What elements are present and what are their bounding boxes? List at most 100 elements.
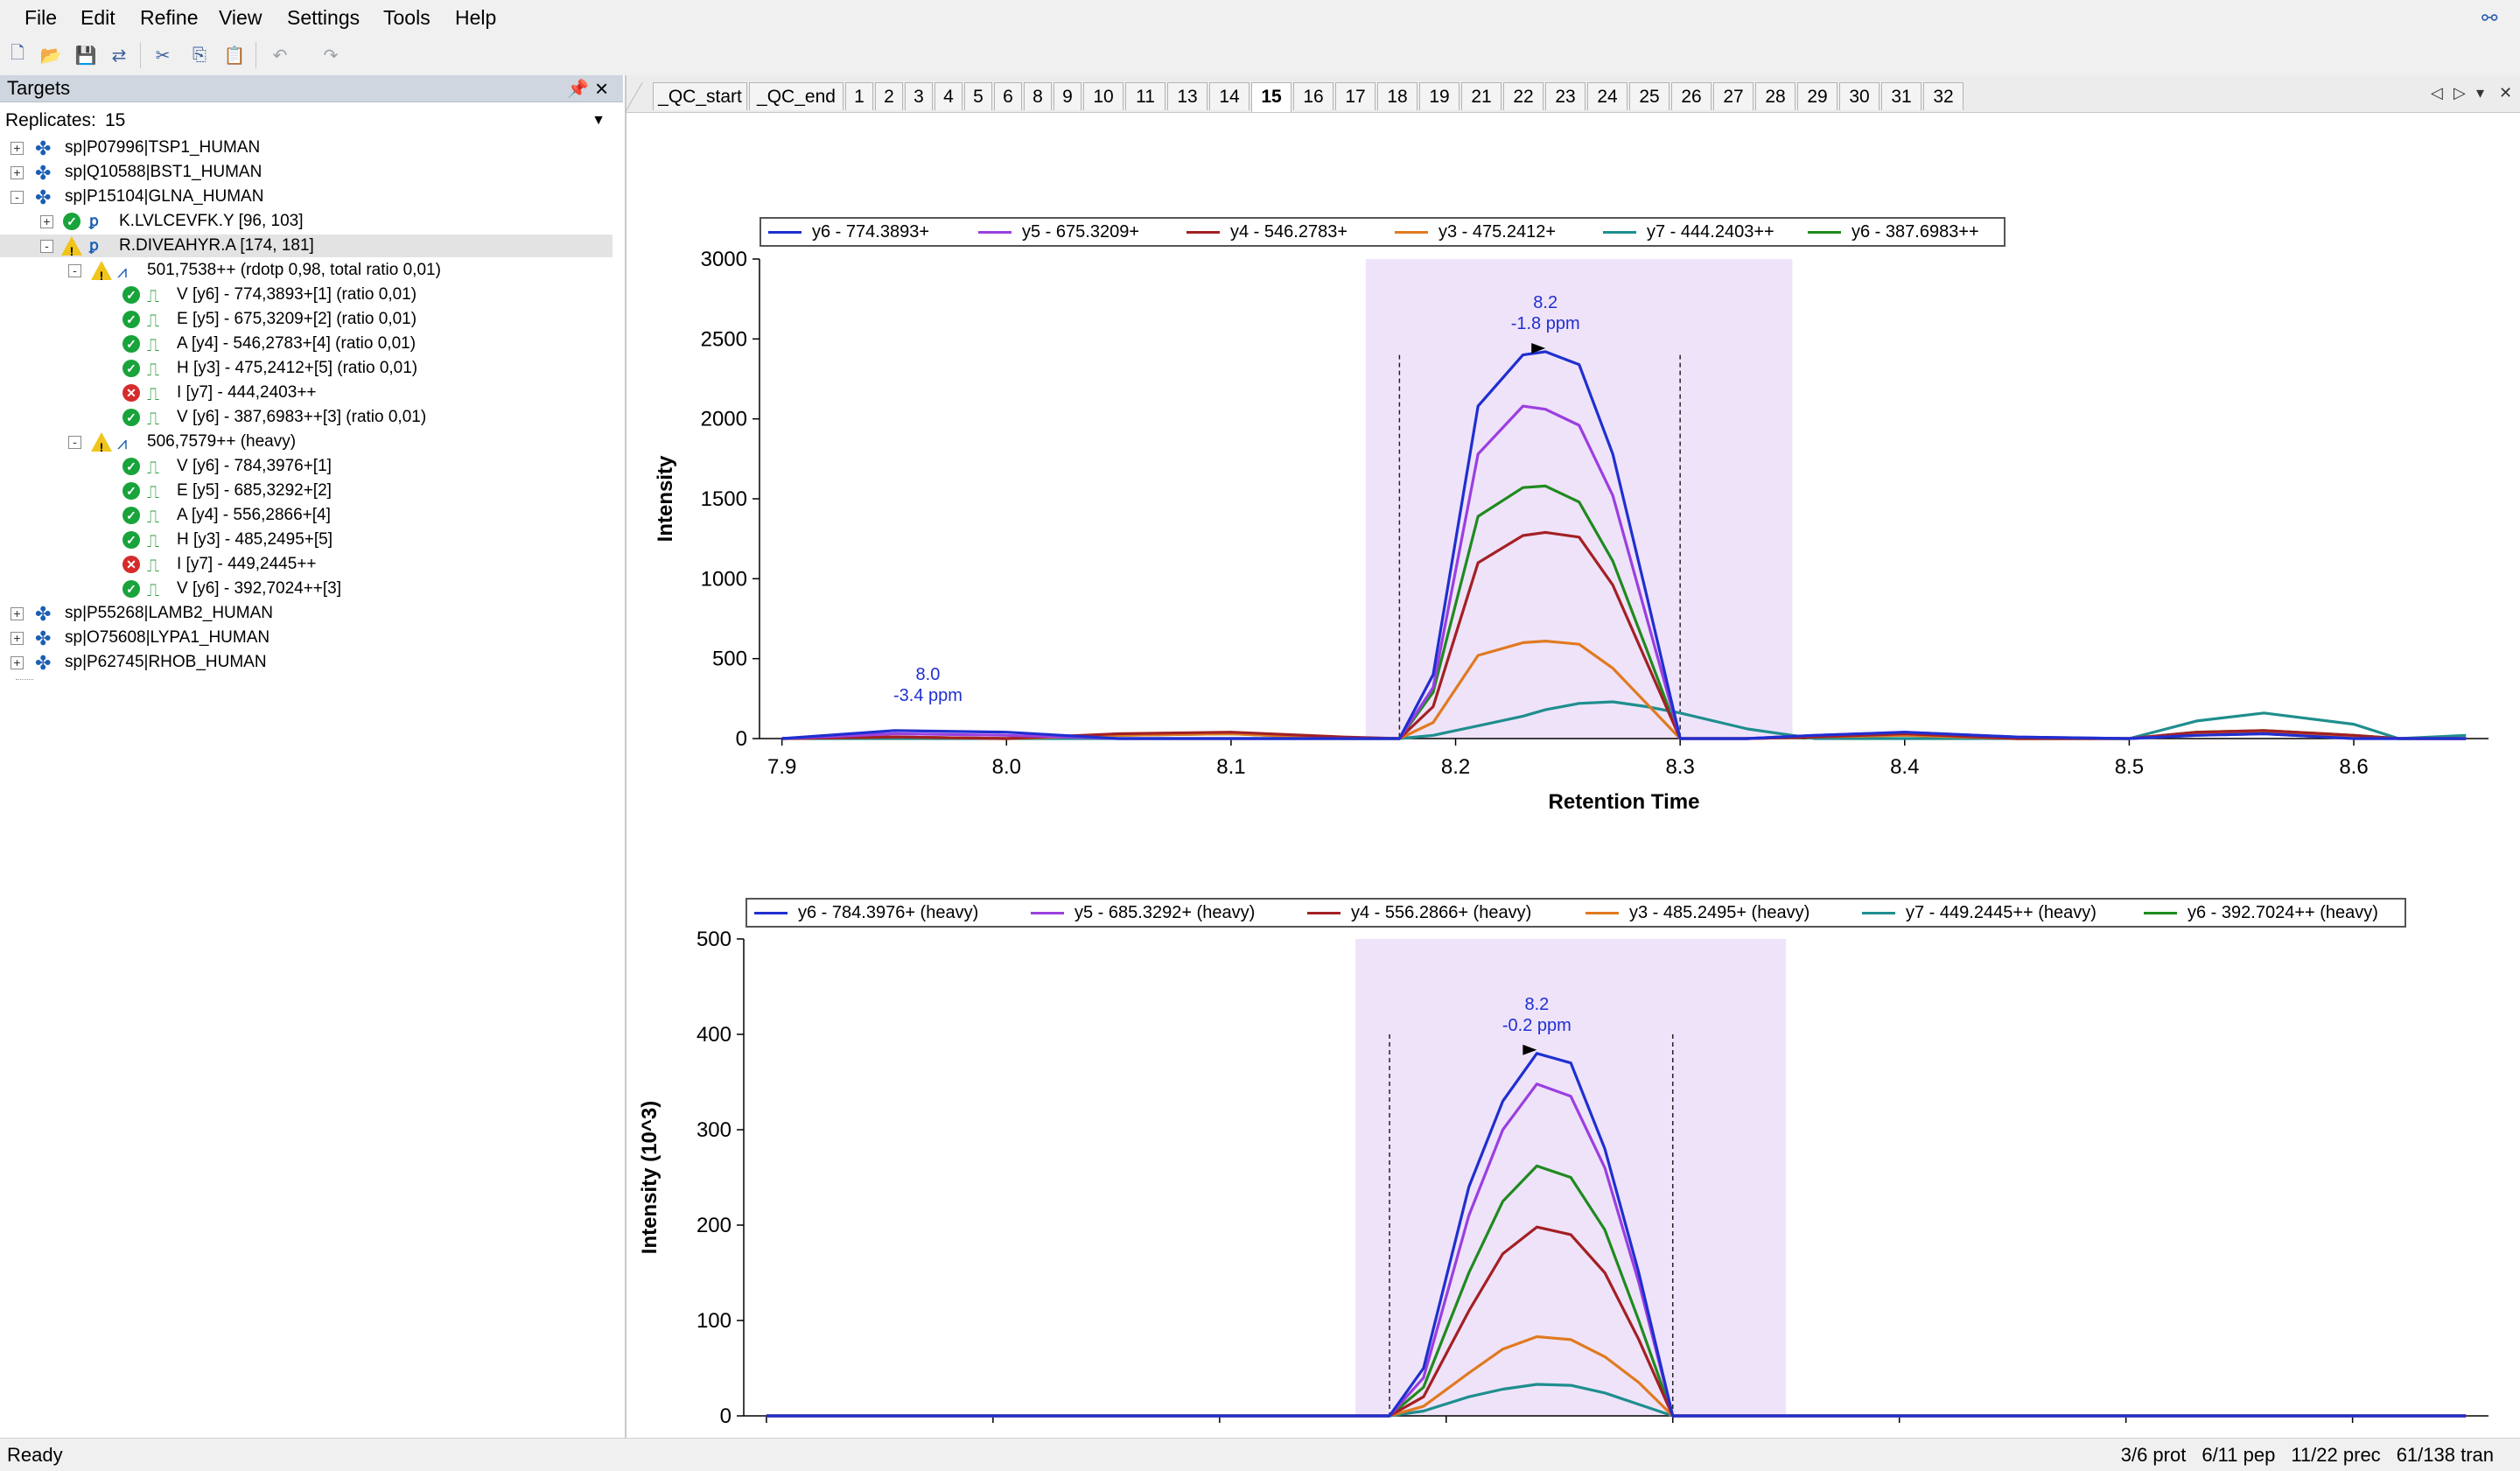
tab-14[interactable]: 14 <box>1209 82 1250 110</box>
cut-icon[interactable]: ✂ <box>155 46 171 66</box>
expand-toggle[interactable]: + <box>40 215 53 228</box>
legend-item[interactable]: y6 - 774.3893+ <box>768 219 929 245</box>
expand-toggle[interactable]: - <box>68 436 81 449</box>
legend-item[interactable]: y7 - 444.2403++ <box>1603 219 1774 245</box>
legend-item[interactable]: y7 - 449.2445++ (heavy) <box>1862 900 2096 926</box>
share-icon[interactable]: ⇄ <box>111 46 127 66</box>
replicates-dropdown[interactable]: 15 ▼ <box>98 108 614 134</box>
tab-23[interactable]: 23 <box>1545 82 1586 110</box>
tab-2[interactable]: 2 <box>875 82 903 110</box>
legend-item[interactable]: y3 - 475.2412+ <box>1395 219 1556 245</box>
copy-icon[interactable]: ⎘ <box>192 45 206 65</box>
tab-17[interactable]: 17 <box>1335 82 1376 110</box>
tab-3[interactable]: 3 <box>905 82 933 110</box>
legend-item[interactable]: y4 - 556.2866+ (heavy) <box>1307 900 1531 926</box>
tab-31[interactable]: 31 <box>1881 82 1922 110</box>
legend-label: y3 - 475.2412+ <box>1438 222 1556 242</box>
tab-4[interactable]: 4 <box>934 82 962 110</box>
tab-25[interactable]: 25 <box>1629 82 1670 110</box>
quick-access-icon[interactable]: ⚯ <box>2482 7 2498 29</box>
tree-row-protein[interactable]: + ✤ sp|P55268|LAMB2_HUMAN <box>0 602 612 625</box>
tree-row-transition[interactable]: ✕ ⎍ I [y7] - 449,2445++ <box>0 553 612 576</box>
tab-list-icon[interactable]: ▾ <box>2476 84 2485 102</box>
tab-30[interactable]: 30 <box>1839 82 1880 110</box>
tree-row-peptide[interactable]: -! ꝑ R.DIVEAHYR.A [174, 181] <box>0 235 612 258</box>
menu-edit[interactable]: Edit <box>80 6 116 29</box>
expand-toggle[interactable]: + <box>10 656 24 669</box>
expand-toggle[interactable]: - <box>68 264 81 277</box>
close-icon[interactable]: × <box>595 75 609 102</box>
expand-toggle[interactable]: - <box>40 240 53 253</box>
tab-scroll-left-icon[interactable]: ◁ <box>2431 84 2443 102</box>
tab-11[interactable]: 11 <box>1125 82 1166 110</box>
menu-refine[interactable]: Refine <box>140 6 199 29</box>
legend-item[interactable]: y5 - 675.3209+ <box>978 219 1139 245</box>
tab-scroll-right-icon[interactable]: ▷ <box>2454 84 2466 102</box>
tab-10[interactable]: 10 <box>1083 82 1124 110</box>
tab-28[interactable]: 28 <box>1755 82 1796 110</box>
tree-row-precursor[interactable]: -! ⩘ 506,7579++ (heavy) <box>0 431 612 454</box>
tab-13[interactable]: 13 <box>1167 82 1208 110</box>
open-folder-icon[interactable]: 📂 <box>39 46 62 66</box>
menu-view[interactable]: View <box>219 6 262 29</box>
menu-help[interactable]: Help <box>455 6 497 29</box>
tree-row-protein[interactable]: + ✤ sp|P62745|RHOB_HUMAN <box>0 651 612 674</box>
tree-row-transition[interactable]: ✓ ⎍ H [y3] - 475,2412+[5] (ratio 0,01) <box>0 357 612 380</box>
tree-row-transition[interactable]: ✓ ⎍ V [y6] - 387,6983++[3] (ratio 0,01) <box>0 406 612 429</box>
tab-21[interactable]: 21 <box>1461 82 1502 110</box>
tree-row-transition[interactable]: ✓ ⎍ E [y5] - 685,3292+[2] <box>0 480 612 502</box>
paste-icon[interactable]: 📋 <box>223 46 246 66</box>
tab-close-icon[interactable]: ✕ <box>2499 84 2513 102</box>
tab-19[interactable]: 19 <box>1419 82 1460 110</box>
tab-qcend[interactable]: _QC_end <box>749 82 844 110</box>
legend-item[interactable]: y3 - 485.2495+ (heavy) <box>1586 900 1810 926</box>
tree-row-peptide[interactable]: + ✓ ꝑ K.LVLCEVFK.Y [96, 103] <box>0 210 612 233</box>
tab-15[interactable]: 15 <box>1251 82 1292 112</box>
tree-row-transition[interactable]: ✓ ⎍ H [y3] - 485,2495+[5] <box>0 529 612 551</box>
legend-item[interactable]: y6 - 387.6983++ <box>1808 219 1979 245</box>
menu-file[interactable]: File <box>24 6 58 29</box>
tree-row-protein[interactable]: - ✤ sp|P15104|GLNA_HUMAN <box>0 186 612 208</box>
tree-row-protein[interactable]: + ✤ sp|O75608|LYPA1_HUMAN <box>0 627 612 649</box>
tab-18[interactable]: 18 <box>1377 82 1418 110</box>
tree-row-precursor[interactable]: -! ⩘ 501,7538++ (rdotp 0,98, total ratio 0… <box>0 259 612 283</box>
tab-32[interactable]: 32 <box>1923 82 1964 110</box>
tab-5[interactable]: 5 <box>964 82 992 110</box>
save-icon[interactable]: 💾 <box>74 46 97 66</box>
legend-item[interactable]: y5 - 685.3292+ (heavy) <box>1031 900 1255 926</box>
tab-26[interactable]: 26 <box>1671 82 1712 110</box>
redo-icon[interactable]: ↷ <box>323 46 339 66</box>
expand-toggle[interactable]: + <box>10 632 24 645</box>
tab-6[interactable]: 6 <box>994 82 1022 110</box>
menu-settings[interactable]: Settings <box>287 6 360 29</box>
tab-24[interactable]: 24 <box>1587 82 1628 110</box>
new-document-icon[interactable]: 🗋 <box>10 44 25 63</box>
menu-tools[interactable]: Tools <box>383 6 430 29</box>
pin-icon[interactable]: 📌 <box>567 80 589 99</box>
tab-8[interactable]: 8 <box>1024 82 1052 110</box>
expand-toggle[interactable]: + <box>10 142 24 155</box>
expand-toggle[interactable]: - <box>10 191 24 204</box>
tab-29[interactable]: 29 <box>1797 82 1838 110</box>
tab-22[interactable]: 22 <box>1503 82 1544 110</box>
tree-row-transition[interactable]: ✓ ⎍ V [y6] - 392,7024++[3] <box>0 578 612 600</box>
tab-27[interactable]: 27 <box>1713 82 1754 110</box>
tree-row-transition[interactable]: ✓ ⎍ A [y4] - 556,2866+[4] <box>0 504 612 527</box>
tab-9[interactable]: 9 <box>1054 82 1082 110</box>
expand-toggle[interactable]: + <box>10 607 24 620</box>
tree-row-transition[interactable]: ✓ ⎍ E [y5] - 675,3209+[2] (ratio 0,01) <box>0 308 612 331</box>
tree-row-transition[interactable]: ✓ ⎍ V [y6] - 784,3976+[1] <box>0 455 612 478</box>
undo-icon[interactable]: ↶ <box>272 46 288 66</box>
tree-row-transition[interactable]: ✓ ⎍ A [y4] - 546,2783+[4] (ratio 0,01) <box>0 333 612 355</box>
tree-row-transition[interactable]: ✕ ⎍ I [y7] - 444,2403++ <box>0 382 612 404</box>
legend-item[interactable]: y6 - 784.3976+ (heavy) <box>754 900 978 926</box>
legend-item[interactable]: y4 - 546.2783+ <box>1186 219 1348 245</box>
tab-qcstart[interactable]: _QC_start <box>653 82 747 110</box>
tree-row-protein[interactable]: + ✤ sp|P07996|TSP1_HUMAN <box>0 137 612 159</box>
tab-1[interactable]: 1 <box>845 82 873 110</box>
tree-row-protein[interactable]: + ✤ sp|Q10588|BST1_HUMAN <box>0 161 612 184</box>
legend-item[interactable]: y6 - 392.7024++ (heavy) <box>2144 900 2378 926</box>
tree-row-transition[interactable]: ✓ ⎍ V [y6] - 774,3893+[1] (ratio 0,01) <box>0 284 612 306</box>
expand-toggle[interactable]: + <box>10 166 24 179</box>
tab-16[interactable]: 16 <box>1293 82 1334 110</box>
